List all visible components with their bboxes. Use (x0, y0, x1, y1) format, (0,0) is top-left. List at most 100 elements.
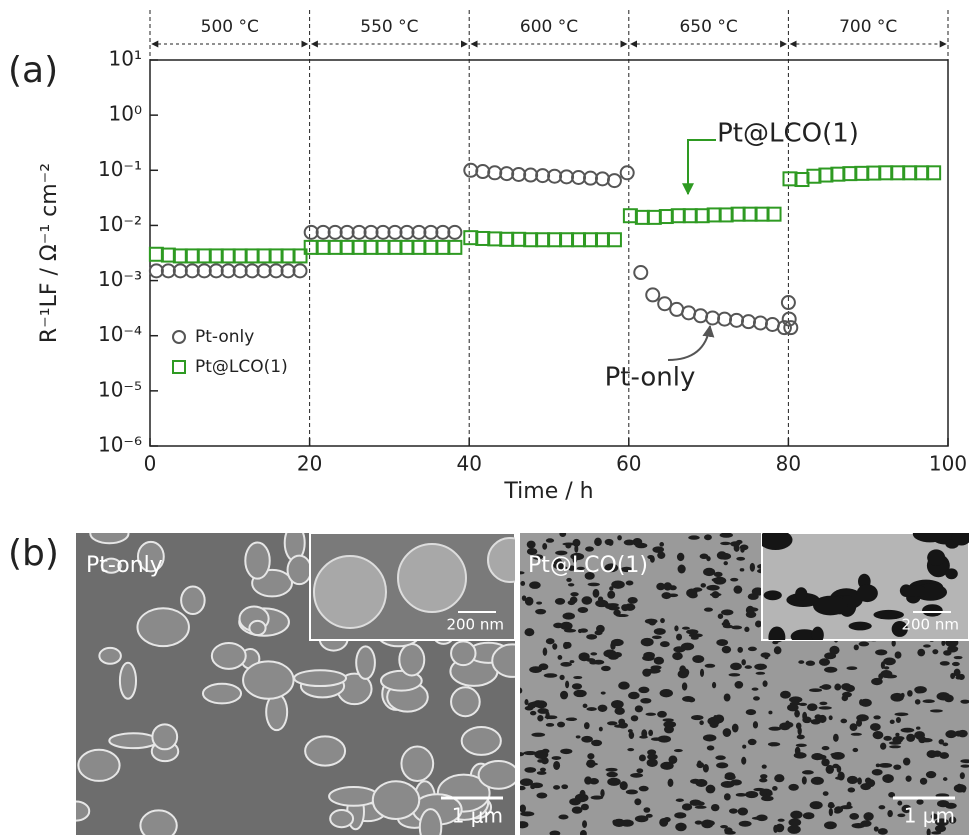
pore (691, 715, 703, 720)
y-tick-label: 10⁻⁴ (98, 322, 142, 346)
pore (594, 538, 602, 546)
pore (614, 724, 624, 727)
pore (810, 801, 823, 809)
pore (712, 682, 716, 688)
pore (748, 739, 757, 745)
pore (750, 563, 755, 572)
pore (578, 629, 582, 633)
pore (722, 646, 731, 654)
pore (729, 673, 741, 676)
scale-label: 200 nm (901, 616, 959, 634)
pore (528, 702, 537, 708)
pore (857, 584, 878, 602)
pore (823, 791, 829, 796)
pore (520, 581, 525, 586)
pore (518, 786, 526, 790)
pore (578, 607, 589, 613)
pore (530, 711, 536, 716)
pore (634, 798, 641, 805)
pore (516, 821, 528, 828)
pore (852, 823, 866, 828)
pore (640, 698, 651, 704)
pore (589, 778, 599, 784)
particle (203, 684, 241, 704)
pore (811, 719, 821, 725)
particle (462, 727, 501, 755)
pore (603, 650, 616, 658)
pore (802, 770, 814, 774)
pore (950, 673, 955, 679)
pore (618, 681, 629, 689)
figure: (a) (b) Time / h R⁻¹LF / Ω⁻¹ cm⁻² Pt-onl… (0, 0, 969, 835)
pore (748, 647, 757, 651)
pore (651, 737, 663, 740)
pore (608, 606, 620, 611)
data-point (608, 174, 621, 187)
sem-images: Pt-only200 nm1 μmPt@LCO(1)200 nm1 μm (63, 524, 969, 835)
particle (152, 724, 177, 749)
pore (695, 820, 703, 824)
pore (647, 754, 658, 760)
pore (821, 758, 829, 766)
image-label: Pt@LCO(1) (528, 553, 648, 578)
pore (956, 784, 962, 793)
legend-marker (173, 361, 185, 373)
pore (525, 597, 534, 606)
particle (109, 733, 157, 748)
pore (720, 825, 728, 828)
pore (906, 775, 912, 781)
particle (305, 736, 345, 765)
particle (356, 646, 375, 679)
pore (686, 589, 697, 598)
pore (958, 730, 968, 738)
pore (611, 700, 624, 709)
pore (878, 828, 888, 835)
pore (643, 807, 650, 813)
pore (784, 722, 793, 728)
pore (560, 691, 568, 700)
pore (593, 589, 600, 598)
pore (692, 655, 704, 663)
pore (873, 715, 880, 719)
pore (638, 687, 649, 694)
pore (880, 743, 886, 750)
particle (243, 661, 293, 698)
pore (873, 610, 903, 620)
pore (591, 740, 602, 746)
pore (920, 778, 927, 785)
pore (586, 763, 598, 766)
particle (245, 542, 269, 578)
pore (704, 607, 713, 611)
pore (675, 823, 686, 832)
pore (590, 652, 597, 655)
pore (856, 714, 869, 721)
pore (822, 746, 830, 750)
pore (688, 535, 700, 539)
pore (741, 757, 746, 765)
pore (756, 815, 768, 822)
pore (853, 748, 859, 752)
pore (630, 773, 643, 778)
pore (772, 786, 778, 791)
pore (747, 607, 759, 611)
pore (734, 681, 743, 689)
pore (754, 664, 767, 670)
pore (716, 639, 728, 646)
pore (774, 646, 782, 654)
pore (739, 821, 752, 827)
data-point (766, 318, 779, 331)
data-point (634, 266, 647, 279)
x-axis-label: Time / h (503, 479, 593, 504)
pore (585, 546, 594, 551)
pore (576, 735, 581, 738)
pore (933, 751, 942, 757)
segment-label: 700 °C (839, 17, 897, 37)
pore (762, 765, 767, 769)
pore (703, 734, 716, 741)
pore (595, 630, 603, 635)
pore (753, 696, 760, 700)
y-tick-label: 10¹ (109, 47, 142, 71)
pore (652, 636, 662, 640)
pore (690, 779, 701, 784)
pore (627, 748, 634, 751)
